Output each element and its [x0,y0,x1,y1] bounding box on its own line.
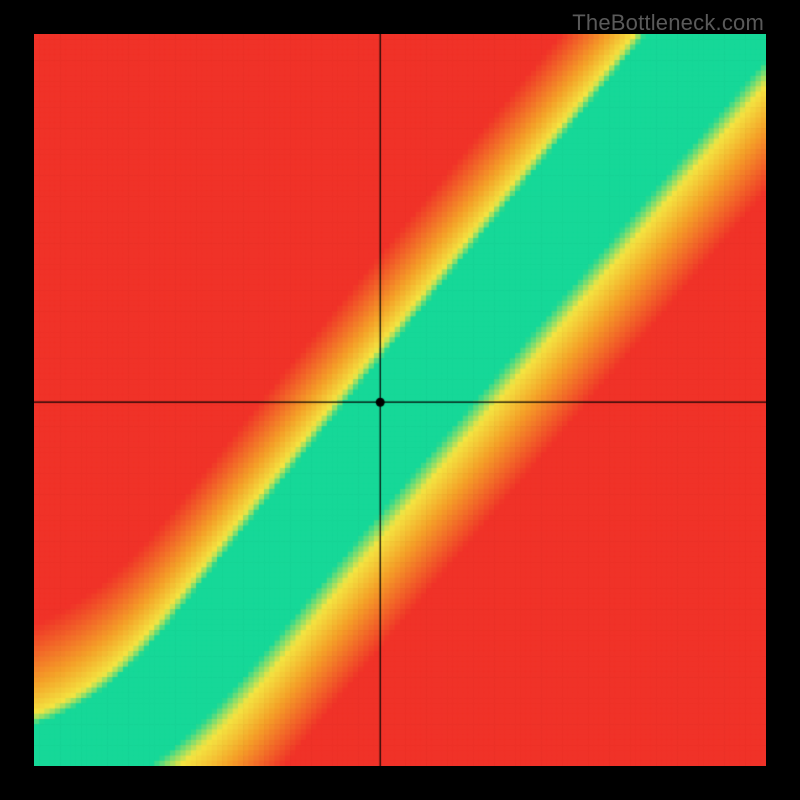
chart-container: TheBottleneck.com [0,0,800,800]
watermark-text: TheBottleneck.com [572,10,764,36]
crosshair-overlay [34,34,766,766]
plot-area [34,34,766,766]
